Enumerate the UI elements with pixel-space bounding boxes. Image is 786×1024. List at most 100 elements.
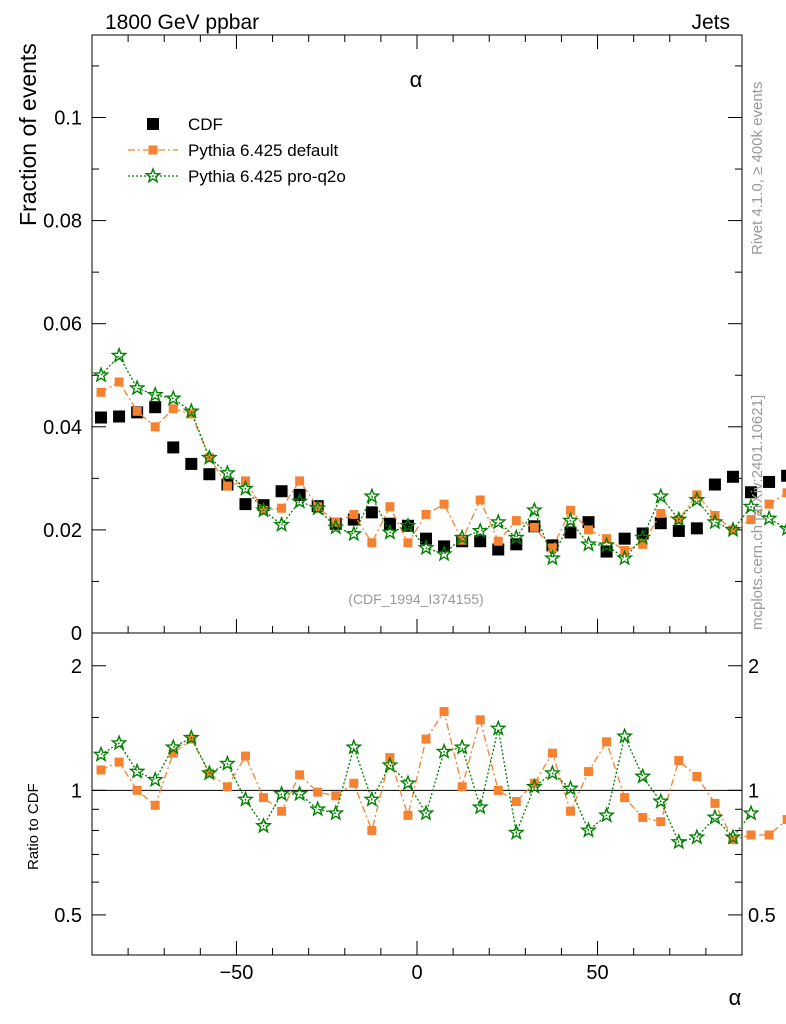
ratio-point (782, 815, 786, 825)
ratio-y-tick-label-right: 0.5 (748, 905, 776, 927)
data-point (185, 457, 198, 470)
data-point (110, 346, 128, 363)
ratio-y-tick-label-right: 1 (748, 780, 759, 802)
main-y-tick-label: 0.04 (43, 417, 82, 439)
watermark-label: (CDF_1994_I374155) (348, 591, 483, 607)
ratio-point (417, 804, 435, 821)
ratio-point (313, 787, 323, 797)
series-0 (95, 401, 786, 558)
data-point (634, 528, 652, 545)
ratio-point (295, 770, 305, 780)
legend-label: Pythia 6.425 pro-q2o (188, 167, 346, 186)
ratio-point (489, 719, 507, 736)
data-point (782, 488, 786, 498)
legend-item: Pythia 6.425 default (128, 141, 339, 160)
series-line (100, 354, 786, 560)
ratio-point (110, 734, 128, 751)
data-point (489, 513, 507, 530)
data-point (349, 509, 359, 519)
x-axis-label: α (729, 985, 742, 1010)
ratio-point (96, 765, 106, 775)
ratio-point (128, 762, 146, 779)
data-point (764, 499, 774, 509)
ratio-point (525, 777, 543, 795)
data-point (656, 508, 666, 518)
data-point (453, 528, 471, 545)
ratio-point (168, 748, 178, 758)
ratio-series-1 (92, 719, 760, 850)
ratio-line (100, 728, 752, 843)
ratio-point (114, 757, 124, 767)
data-point (760, 509, 778, 526)
data-point (417, 538, 435, 556)
legend-marker (148, 145, 158, 155)
ratio-point (367, 825, 377, 835)
ratio-point (652, 792, 670, 809)
data-point (778, 522, 786, 537)
data-point (272, 515, 291, 533)
data-point (579, 535, 598, 552)
ratio-point (200, 764, 218, 781)
ratio-point (561, 779, 579, 796)
data-point (327, 518, 345, 535)
data-point (745, 486, 758, 499)
ratio-point (529, 778, 539, 788)
ratio-point (327, 804, 345, 821)
ratio-point (507, 823, 525, 841)
legend-label: Pythia 6.425 default (188, 141, 339, 160)
data-point (672, 524, 685, 537)
data-point (363, 487, 381, 504)
ratio-point (764, 830, 774, 840)
x-tick-label: 0 (411, 962, 422, 984)
legend: CDF Pythia 6.425 default Pythia 6.425 pro-… (128, 115, 346, 186)
data-point (381, 523, 399, 540)
data-point (92, 366, 110, 383)
legend-item: Pythia 6.425 pro-q2o (128, 166, 346, 186)
legend-label: CDF (188, 115, 223, 134)
ratio-point (272, 784, 291, 802)
data-point (150, 422, 160, 432)
ratio-point (602, 737, 612, 747)
ratio-y-axis-label: Ratio to CDF (25, 783, 42, 870)
ratio-point (92, 745, 110, 762)
data-point (742, 497, 760, 515)
data-point (236, 479, 254, 496)
data-point (182, 402, 200, 419)
data-point (255, 501, 273, 518)
ratio-point (150, 800, 160, 810)
ratio-point (277, 806, 287, 816)
data-point (403, 538, 413, 548)
data-point (128, 379, 146, 396)
ratio-y-tick-label-left: 2 (71, 656, 82, 678)
ratio-y-tick-label-left: 1 (71, 780, 82, 802)
ratio-point (493, 785, 503, 795)
ratio-point (565, 806, 575, 816)
legend-marker (144, 166, 162, 184)
data-point (95, 411, 108, 424)
ratio-point (670, 832, 688, 850)
ratio-point (710, 798, 720, 808)
data-point (146, 385, 164, 403)
data-point (690, 522, 703, 535)
header-right-label: Jets (691, 11, 730, 34)
ratio-point (724, 828, 742, 845)
ratio-point (363, 790, 381, 807)
data-point (399, 516, 417, 534)
ratio-point (656, 817, 666, 827)
data-point (652, 487, 670, 504)
data-point (618, 532, 631, 545)
ratio-point (309, 800, 327, 817)
ratio-point (638, 812, 648, 822)
ratio-point (620, 793, 630, 803)
data-point (277, 503, 287, 513)
ratio-point (746, 830, 756, 840)
ratio-series (92, 707, 786, 850)
data-point (493, 536, 503, 546)
data-point (507, 528, 525, 545)
data-point (275, 485, 288, 498)
ratio-point (345, 738, 363, 755)
ratio-point (457, 782, 467, 792)
data-point (724, 520, 742, 538)
data-point (365, 506, 378, 519)
